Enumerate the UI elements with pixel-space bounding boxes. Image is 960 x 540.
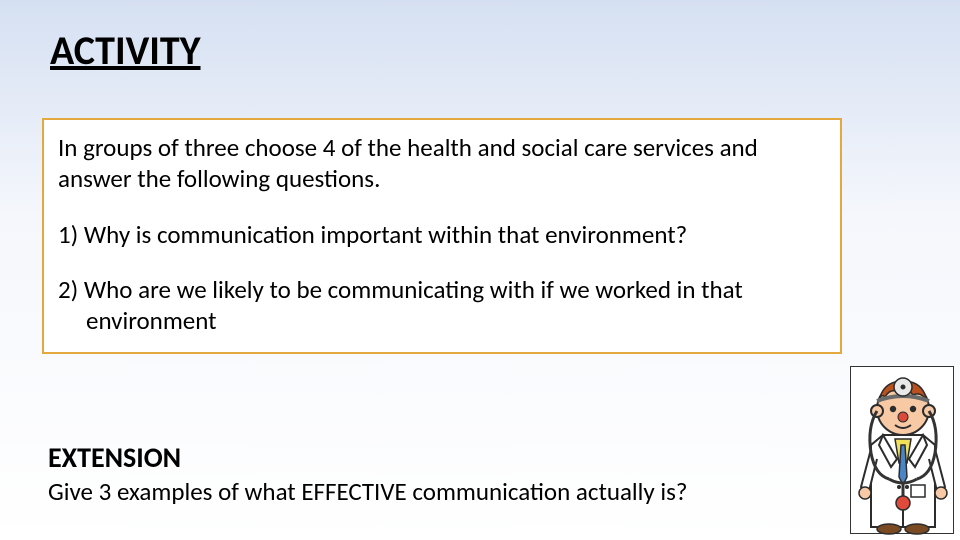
task-question-2-text: 2) Who are we likely to be communicating… (58, 274, 826, 337)
doctor-icon (851, 367, 955, 535)
extension-heading: EXTENSION (48, 440, 181, 475)
task-question-2: 2) Who are we likely to be communicating… (58, 274, 826, 337)
doctor-illustration (850, 366, 954, 534)
task-question-1: 1) Why is communication important within… (58, 219, 826, 250)
extension-body: Give 3 examples of what EFFECTIVE commun… (48, 476, 687, 507)
task-intro: In groups of three choose 4 of the healt… (58, 132, 826, 195)
task-box: In groups of three choose 4 of the healt… (42, 118, 842, 354)
page-title: ACTIVITY (50, 26, 201, 75)
